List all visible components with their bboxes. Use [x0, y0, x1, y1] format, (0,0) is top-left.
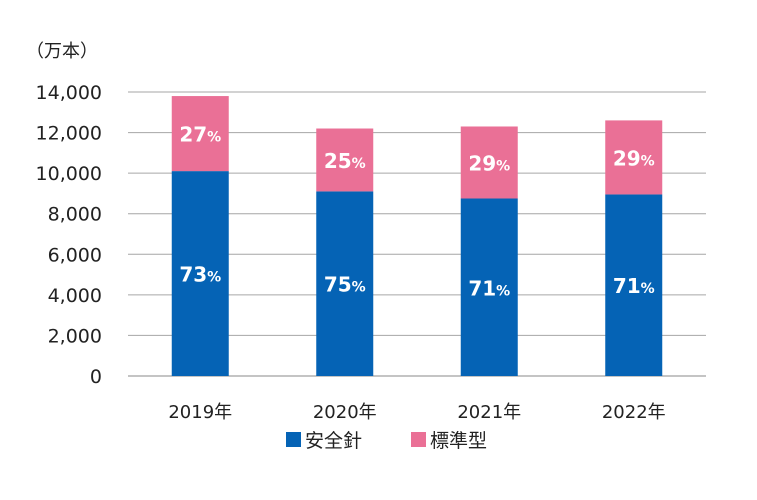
bar-segment — [605, 120, 663, 195]
data-label: 25% — [324, 149, 366, 173]
bar-segment — [460, 126, 518, 199]
legend-swatch — [411, 432, 426, 447]
y-tick-label: 2,000 — [48, 325, 102, 347]
data-label: 27% — [179, 123, 221, 147]
bar-segment — [316, 191, 374, 376]
y-axis-unit-label: （万本） — [26, 41, 98, 62]
x-tick-label: 2022年 — [602, 402, 666, 423]
data-label: 71% — [613, 274, 655, 298]
y-tick-label: 8,000 — [48, 204, 102, 226]
legend-swatch — [286, 432, 301, 447]
bars: 73% 27% 75% 25% 71% 29% 71% 29% — [171, 96, 663, 376]
x-tick-label: 2020年 — [313, 402, 377, 423]
y-tick-label: 4,000 — [48, 285, 102, 307]
x-axis-labels: 2019年 2020年 2021年 2022年 — [168, 402, 665, 423]
y-tick-label: 10,000 — [36, 163, 102, 185]
data-label: 29% — [613, 146, 655, 170]
legend-label: 標準型 — [430, 430, 487, 452]
data-label: 71% — [468, 276, 510, 300]
legend: 安全針 標準型 — [286, 430, 487, 452]
x-tick-label: 2021年 — [457, 402, 521, 423]
y-tick-label: 12,000 — [36, 123, 102, 145]
bar-segment — [171, 171, 229, 376]
y-tick-label: 6,000 — [48, 244, 102, 266]
data-label: 75% — [324, 273, 366, 297]
y-tick-label: 14,000 — [36, 82, 102, 104]
data-label: 29% — [468, 151, 510, 175]
y-axis-ticks: 0 2,000 4,000 6,000 8,000 10,000 12,000 14,000 — [36, 82, 102, 388]
data-label: 73% — [179, 263, 221, 287]
bar-segment — [460, 198, 518, 376]
bar-segment — [316, 128, 374, 192]
y-tick-label: 0 — [90, 366, 102, 388]
bar-segment — [171, 96, 229, 172]
bar-segment — [605, 194, 663, 376]
x-tick-label: 2019年 — [168, 402, 232, 423]
legend-label: 安全針 — [305, 430, 362, 452]
